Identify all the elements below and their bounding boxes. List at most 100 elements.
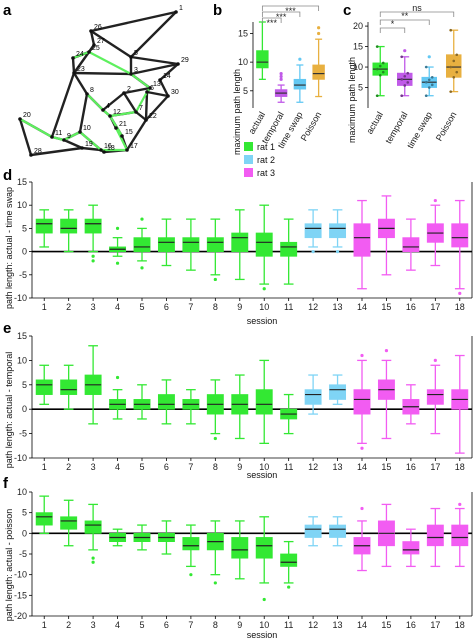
y-tick-label: 5 (22, 223, 27, 233)
flier-point (115, 226, 120, 230)
box-actual (372, 45, 388, 97)
data-point (381, 61, 385, 65)
y-tick-label: -5 (19, 270, 27, 280)
flier-point (403, 49, 407, 53)
box-body (426, 524, 444, 547)
box-body (304, 524, 322, 538)
sig-bracket (261, 11, 301, 17)
network-node-label: 20 (23, 112, 31, 119)
network-edge (71, 57, 76, 74)
box-body (402, 541, 420, 555)
box-13 (329, 209, 347, 254)
box-13 (329, 516, 347, 547)
network-edge (130, 62, 179, 76)
x-tick-label: 9 (237, 620, 242, 630)
y-tick-label: 10 (238, 57, 248, 67)
flier-point (287, 585, 291, 589)
data-point (378, 64, 382, 68)
x-tick-label: 17 (430, 302, 440, 312)
network-path-edge (130, 73, 151, 89)
x-tick-label: 13 (333, 302, 343, 312)
x-tick-label: 2 (66, 620, 71, 630)
sig-label: *** (266, 18, 277, 28)
network-node-label: 19 (85, 141, 93, 148)
box-body (329, 223, 347, 239)
y-tick-label: -5 (19, 429, 27, 439)
network-node (50, 135, 54, 139)
box-body (60, 516, 78, 530)
box-body (353, 389, 371, 415)
box-12 (304, 209, 322, 254)
box-10 (255, 359, 273, 445)
network-edge (135, 111, 147, 121)
flier-point (91, 556, 95, 560)
x-tick-label: 6 (164, 462, 169, 472)
network-node-label: 2 (127, 86, 131, 93)
x-tick-label: 16 (406, 302, 416, 312)
box-body (256, 50, 269, 69)
network-edge (78, 93, 89, 133)
data-point (378, 73, 382, 77)
box-body (157, 394, 175, 410)
box-5 (133, 217, 151, 270)
y-tick-label: 20 (353, 21, 363, 31)
network-edge (123, 86, 151, 95)
network-edge (144, 91, 149, 121)
network-edge (90, 29, 132, 59)
network-node-label: 18 (107, 145, 115, 152)
network-node (85, 92, 89, 96)
flier-point (91, 259, 95, 263)
box-actual (256, 21, 269, 80)
x-tick-label: 9 (237, 462, 242, 472)
flier-point (115, 375, 120, 380)
network-node-label: 25 (92, 45, 100, 52)
box-16 (402, 384, 420, 425)
network-node (80, 146, 84, 150)
data-point (375, 45, 379, 48)
x-tick-label: 15 (381, 620, 391, 630)
panel-label-f: f (3, 475, 9, 492)
network-path-edge (19, 118, 53, 138)
legend-swatch-rat3 (244, 168, 253, 177)
box-9 (231, 209, 249, 281)
box-3 (84, 345, 102, 425)
sig-bracket (379, 27, 406, 33)
box-10 (255, 516, 273, 602)
data-point (406, 71, 410, 75)
network-node-label: 15 (125, 129, 133, 136)
network-edge (125, 119, 148, 151)
network-node (72, 71, 76, 75)
y-tick-label: -10 (14, 453, 27, 463)
data-point (449, 65, 453, 69)
flier-point (213, 277, 217, 282)
x-tick-label: 8 (213, 302, 218, 312)
box-11 (280, 218, 298, 285)
box-17 (426, 198, 444, 267)
box-body (84, 218, 102, 234)
box-10 (255, 204, 273, 291)
network-node-label: 24 (76, 51, 84, 58)
network-node (134, 110, 138, 114)
box-body (84, 520, 102, 534)
flier-point (335, 250, 340, 254)
x-tick-label: 1 (42, 462, 47, 472)
box-Poisson (312, 26, 325, 98)
box-6 (157, 379, 175, 425)
box-13 (329, 374, 347, 405)
box-8 (206, 520, 224, 585)
box-12 (304, 374, 322, 415)
box-body (304, 223, 322, 239)
data-point (381, 70, 385, 74)
network-edge (90, 10, 177, 33)
network-edge (72, 72, 89, 95)
data-point (452, 75, 456, 79)
x-tick-label: 2 (66, 462, 71, 472)
box-body (182, 237, 200, 252)
box-body (451, 223, 469, 248)
box-body (255, 389, 273, 415)
x-tick-label: time swap (405, 110, 434, 150)
data-point (430, 83, 434, 87)
box-body (293, 78, 307, 90)
y-tick-label: 5 (22, 380, 27, 390)
box-7 (182, 218, 200, 271)
